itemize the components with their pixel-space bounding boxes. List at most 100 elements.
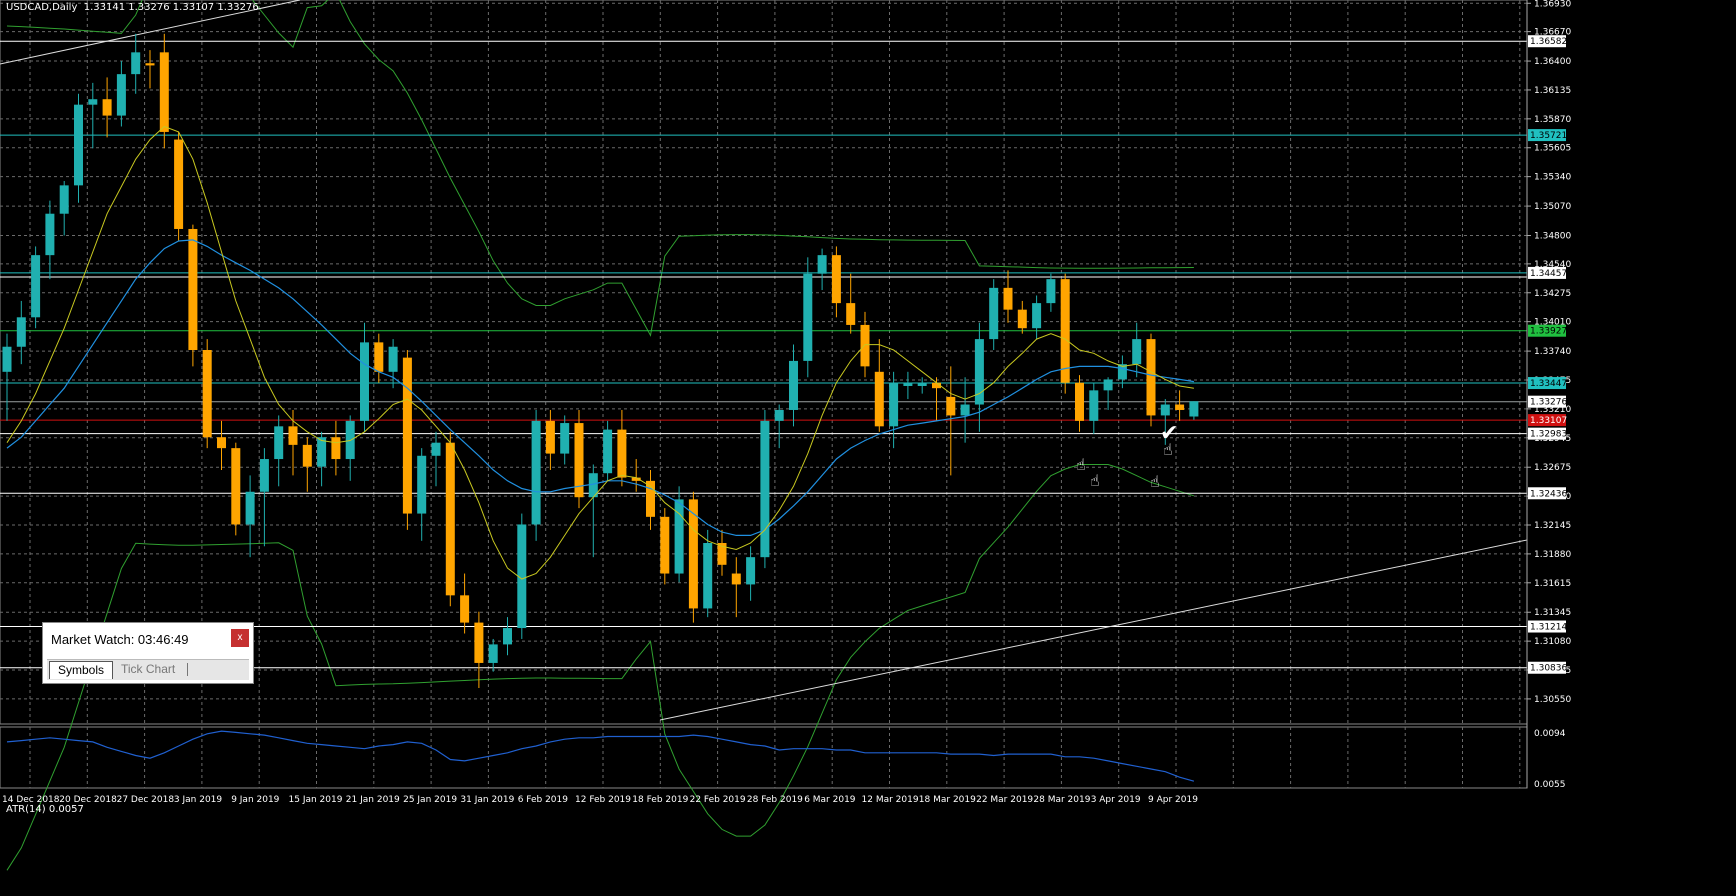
price-tick-label: 1.33210 — [1534, 405, 1571, 415]
candle-body — [760, 420, 770, 558]
candle-body — [803, 273, 813, 361]
candle-body — [1046, 279, 1056, 304]
level-label: 1.30836 — [1530, 664, 1567, 674]
time-tick-label: 15 Jan 2019 — [289, 795, 343, 805]
chart-symbol-header: USDCAD,Daily 1.33141 1.33276 1.33107 1.3… — [6, 2, 259, 13]
candle-body — [1060, 279, 1070, 383]
candle-body — [688, 499, 698, 609]
tab-divider — [187, 663, 188, 676]
candle-body — [860, 324, 870, 367]
candle-body — [488, 644, 498, 663]
time-tick-label: 18 Feb 2019 — [632, 795, 688, 805]
candle-body — [674, 499, 684, 574]
level-label-box — [1528, 266, 1566, 279]
atr-indicator-panel: 0.0094 0.0055 — [6, 729, 1566, 790]
price-tick-label: 1.34800 — [1534, 232, 1571, 242]
candle-body — [545, 420, 555, 454]
price-tick-label: 1.35870 — [1534, 115, 1571, 125]
level-label: 1.35721 — [1530, 131, 1567, 141]
candle-body — [388, 346, 398, 372]
candle-body — [1017, 309, 1027, 329]
lower-band — [6, 464, 1195, 871]
candle-body — [503, 628, 512, 645]
slow-moving-average — [6, 239, 1194, 536]
candle-body — [259, 459, 269, 492]
candle-body — [917, 382, 927, 386]
time-tick-label: 6 Mar 2019 — [804, 795, 856, 805]
level-label: 1.34457 — [1530, 269, 1567, 279]
candle-body — [603, 429, 613, 474]
candle-body — [402, 357, 412, 514]
candle-body — [159, 52, 169, 132]
candle-body — [989, 287, 999, 340]
upper-trendline — [0, 0, 301, 65]
time-tick-label: 12 Feb 2019 — [575, 795, 631, 805]
time-tick-label: 21 Jan 2019 — [346, 795, 400, 805]
level-label-box — [1528, 129, 1566, 142]
time-axis[interactable]: 14 Dec 2018 20 Dec 2018 27 Dec 2018 3 Jan 2… — [2, 795, 1198, 805]
candle-body — [302, 444, 312, 467]
market-watch-panel[interactable]: Market Watch: 03:46:49 x Symbols Tick Ch… — [42, 622, 254, 684]
tab-tick-chart[interactable]: Tick Chart — [121, 662, 176, 676]
price-tick-label: 1.32145 — [1534, 521, 1571, 531]
candle-body — [817, 255, 827, 274]
candle-body — [445, 442, 455, 596]
candle-body — [417, 455, 427, 514]
market-watch-title: Market Watch: 03:46:49 — [51, 632, 189, 647]
time-tick-label: 9 Jan 2019 — [231, 795, 279, 805]
price-tick-label: 1.33740 — [1534, 347, 1571, 357]
price-tick-label: 1.35070 — [1534, 202, 1571, 212]
candle-body — [717, 543, 727, 565]
price-tick-label: 1.36670 — [1534, 28, 1571, 38]
price-tick-label: 1.35605 — [1534, 144, 1571, 154]
time-tick-label: 18 Mar 2019 — [919, 795, 976, 805]
candle-body — [903, 382, 913, 386]
candle-body — [374, 342, 384, 372]
annotation-marks: ✔☝☝☝☝ — [1076, 421, 1178, 491]
candle-body — [960, 404, 970, 416]
candle-body — [317, 437, 327, 467]
level-label-box — [1528, 324, 1566, 337]
candle-body — [102, 99, 112, 116]
candle-body — [1003, 287, 1013, 310]
trendlines[interactable] — [0, 0, 1528, 721]
candle-body — [1175, 404, 1185, 410]
candle-body — [746, 557, 756, 585]
candle-body — [1103, 379, 1113, 391]
candle-body — [202, 350, 212, 438]
candle-body — [16, 317, 26, 347]
candle-body — [946, 396, 956, 416]
candle-body — [731, 573, 741, 585]
candle-body — [331, 437, 341, 460]
plot-frame — [0, 0, 1528, 725]
atr-tick-label: 0.0094 — [1534, 729, 1566, 739]
candle-body — [188, 228, 198, 351]
price-axis[interactable]: 1.36930 1.36670 1.36400 1.36135 1.35870 1.356… — [1526, 0, 1571, 788]
price-tick-label: 1.34540 — [1534, 260, 1571, 270]
candle-body — [831, 255, 841, 304]
candle-body — [846, 303, 856, 325]
tab-symbols[interactable]: Symbols — [49, 661, 114, 679]
candle-body — [932, 382, 941, 389]
price-tick-label: 1.34275 — [1534, 289, 1571, 299]
level-label-box — [1528, 414, 1566, 427]
candle-body — [631, 477, 641, 481]
time-tick-label: 6 Feb 2019 — [518, 795, 569, 805]
candle-body — [174, 139, 184, 229]
level-label: 1.36582 — [1530, 37, 1567, 47]
candle-body — [74, 104, 83, 186]
time-tick-label: 28 Feb 2019 — [747, 795, 803, 805]
candle-body — [660, 516, 670, 574]
candle-body — [560, 423, 570, 454]
price-tick-label: 1.31345 — [1534, 608, 1571, 618]
lower-trendline — [659, 539, 1528, 721]
price-tick-label: 1.31880 — [1534, 550, 1571, 560]
level-label-box — [1528, 661, 1566, 674]
candle-body — [974, 339, 984, 405]
time-tick-label: 31 Jan 2019 — [460, 795, 514, 805]
candle-body — [646, 480, 655, 517]
candle-body — [360, 342, 369, 421]
close-button[interactable]: x — [231, 629, 249, 647]
candle-body — [2, 346, 12, 372]
